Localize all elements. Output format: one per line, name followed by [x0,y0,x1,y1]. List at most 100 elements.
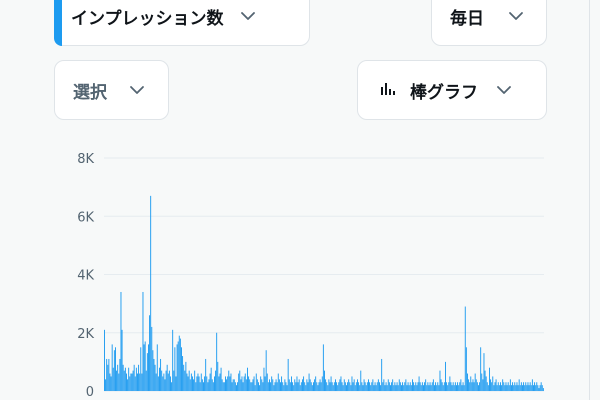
bar[interactable] [133,364,135,391]
bar[interactable] [530,385,532,391]
bar[interactable] [342,385,344,391]
bar[interactable] [200,373,202,391]
bar[interactable] [166,364,168,391]
bar[interactable] [403,385,405,391]
bar[interactable] [440,379,442,391]
bar[interactable] [121,329,123,391]
bar[interactable] [110,376,112,391]
bar[interactable] [238,373,240,391]
bar[interactable] [131,373,133,391]
bar[interactable] [402,382,404,391]
bar[interactable] [372,379,374,391]
bar[interactable] [377,379,379,391]
bar[interactable] [250,382,252,391]
bar[interactable] [326,382,328,391]
bar[interactable] [193,379,195,391]
bar[interactable] [446,382,448,391]
bar[interactable] [139,373,141,391]
bar[interactable] [313,382,314,391]
bar[interactable] [383,379,385,391]
bar[interactable] [516,382,518,391]
bar[interactable] [490,379,492,391]
bar[interactable] [399,382,401,391]
bar[interactable] [501,385,503,391]
bar[interactable] [388,382,390,391]
bar[interactable] [187,376,189,391]
bar[interactable] [358,382,360,391]
bar[interactable] [392,379,394,391]
bar[interactable] [172,329,174,391]
bar[interactable] [130,373,132,391]
bar[interactable] [230,373,232,391]
bar[interactable] [418,376,420,391]
bar[interactable] [429,382,431,391]
bar[interactable] [308,373,310,391]
bar[interactable] [410,385,412,391]
bar[interactable] [208,379,210,391]
bar[interactable] [220,367,222,391]
bar[interactable] [170,376,171,391]
bar[interactable] [251,382,253,391]
bar[interactable] [371,382,373,391]
bar[interactable] [225,376,226,391]
bar[interactable] [120,291,122,391]
bar[interactable] [379,382,380,391]
bar[interactable] [535,385,537,391]
bar[interactable] [217,361,219,392]
bar[interactable] [502,379,504,391]
bar[interactable] [309,379,311,391]
bar[interactable] [231,382,233,391]
bar[interactable] [366,382,368,391]
bar[interactable] [351,376,353,391]
bar[interactable] [541,385,543,391]
bar[interactable] [185,361,187,392]
bar[interactable] [291,376,292,391]
bar[interactable] [395,385,397,391]
bar[interactable] [274,382,276,391]
bar[interactable] [293,385,295,391]
bar[interactable] [390,385,391,391]
bar[interactable] [129,376,131,391]
bar[interactable] [116,370,118,391]
bar[interactable] [194,370,196,391]
bar[interactable] [267,382,269,391]
bar[interactable] [226,379,228,391]
bar[interactable] [487,385,489,391]
bar[interactable] [409,382,411,391]
bar[interactable] [522,385,523,391]
bar[interactable] [419,382,421,391]
bar[interactable] [529,382,531,391]
bar[interactable] [206,376,208,391]
bar[interactable] [113,350,115,391]
bar[interactable] [214,376,215,391]
bar[interactable] [520,382,522,391]
bar[interactable] [234,382,236,391]
bar[interactable] [336,382,338,391]
bar[interactable] [364,382,366,391]
bar[interactable] [524,385,526,391]
bar[interactable] [385,382,387,391]
bar[interactable] [258,382,259,391]
bar[interactable] [218,376,220,391]
bar[interactable] [198,376,200,391]
bar[interactable] [368,379,369,391]
bar[interactable] [188,370,190,391]
bar[interactable] [104,329,105,391]
bar[interactable] [270,382,272,391]
bar[interactable] [182,356,184,391]
bar[interactable] [146,353,148,391]
bar[interactable] [408,385,410,391]
bar[interactable] [264,376,266,391]
bar[interactable] [335,379,336,391]
bar[interactable] [515,385,517,391]
bar[interactable] [485,376,487,391]
bar[interactable] [248,376,250,391]
bar[interactable] [322,344,324,391]
bar[interactable] [479,382,481,391]
bar[interactable] [299,385,301,391]
bar[interactable] [450,382,452,391]
bar[interactable] [232,379,234,391]
bar[interactable] [350,385,352,391]
bar[interactable] [404,382,406,391]
bar[interactable] [523,382,525,391]
